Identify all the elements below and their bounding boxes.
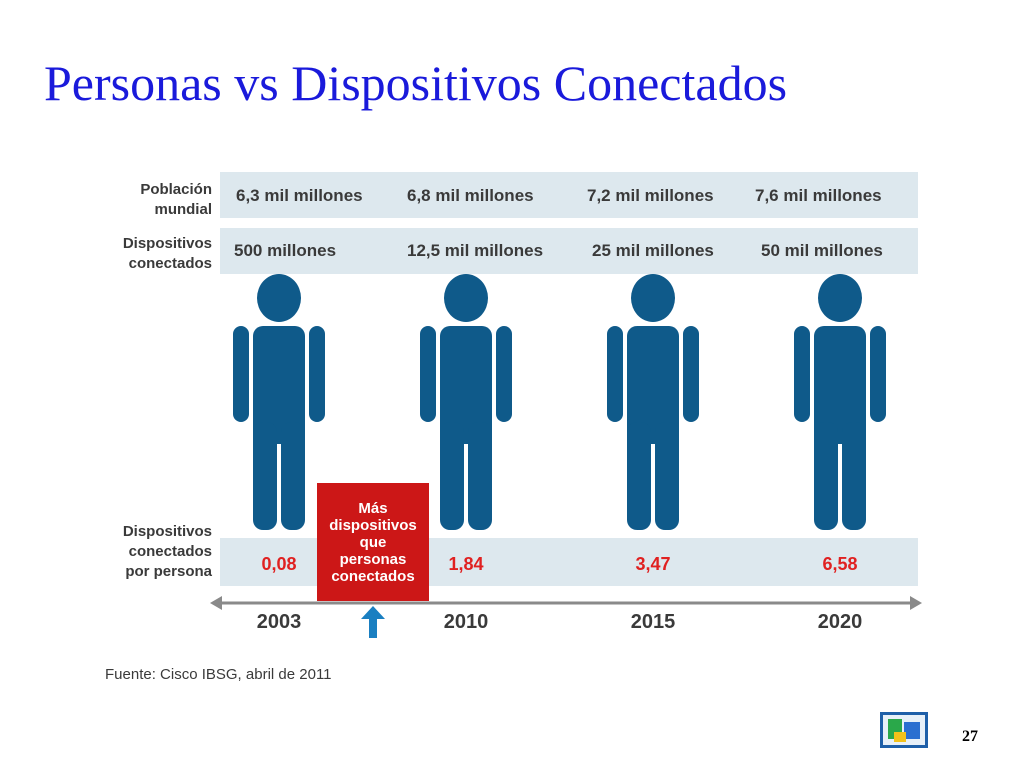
year-2010: 2010 [443, 611, 489, 633]
person-icon [792, 272, 888, 532]
callout-line4: personas [339, 550, 407, 568]
callout-line1: Más [358, 499, 388, 517]
row-label-devices-line1: Dispositivos [122, 235, 212, 252]
year-2003: 2003 [256, 611, 302, 633]
devices-2003: 500 millones [234, 241, 337, 260]
row-label-population: Población mundial [140, 180, 212, 220]
ratio-2010: 1,84 [448, 554, 484, 574]
year-2020: 2020 [817, 611, 863, 633]
person-icon [605, 272, 701, 532]
row-label-per-person-line1: Dispositivos [122, 523, 212, 540]
row-label-per-person-line3: por persona [125, 563, 212, 580]
callout-line5: conectados [331, 567, 415, 585]
logo-icon [880, 712, 928, 748]
population-2010: 6,8 mil millones [407, 186, 534, 205]
ratio-2003: 0,08 [261, 554, 297, 574]
devices-2015: 25 mil millones [592, 241, 714, 260]
devices-2010: 12,5 mil millones [407, 241, 544, 260]
row-label-per-person-line2: conectados [128, 543, 212, 560]
ratio-2020: 6,58 [822, 554, 858, 574]
population-2020: 7,6 mil millones [755, 186, 882, 205]
row-label-per-person: Dispositivos conectados por persona [123, 522, 212, 582]
devices-2020: 50 mil millones [761, 241, 883, 260]
source-note: Fuente: Cisco IBSG, abril de 2011 [105, 666, 332, 683]
population-band [220, 172, 918, 218]
year-2015: 2015 [630, 611, 676, 633]
row-label-population-line2: mundial [154, 201, 212, 218]
row-label-devices: Dispositivos conectados [123, 234, 212, 274]
up-arrow-icon [361, 606, 385, 638]
callout-box: Más dispositivos que personas conectados [317, 483, 429, 601]
devices-band [220, 228, 918, 274]
person-icon [418, 272, 514, 532]
callout-line2: dispositivos [329, 516, 417, 534]
slide-title: Personas vs Dispositivos Conectados [44, 55, 788, 111]
callout-line3: que [359, 533, 387, 551]
person-icon [231, 272, 327, 532]
population-2003: 6,3 mil millones [236, 186, 363, 205]
row-label-devices-line2: conectados [128, 255, 212, 272]
population-2015: 7,2 mil millones [587, 186, 714, 205]
ratio-2015: 3,47 [635, 554, 671, 574]
infographic: Población mundial Dispositivos conectado… [100, 170, 930, 700]
page-number: 27 [962, 728, 978, 745]
timeline-arrow [210, 596, 922, 610]
row-label-population-line1: Población [140, 181, 212, 198]
